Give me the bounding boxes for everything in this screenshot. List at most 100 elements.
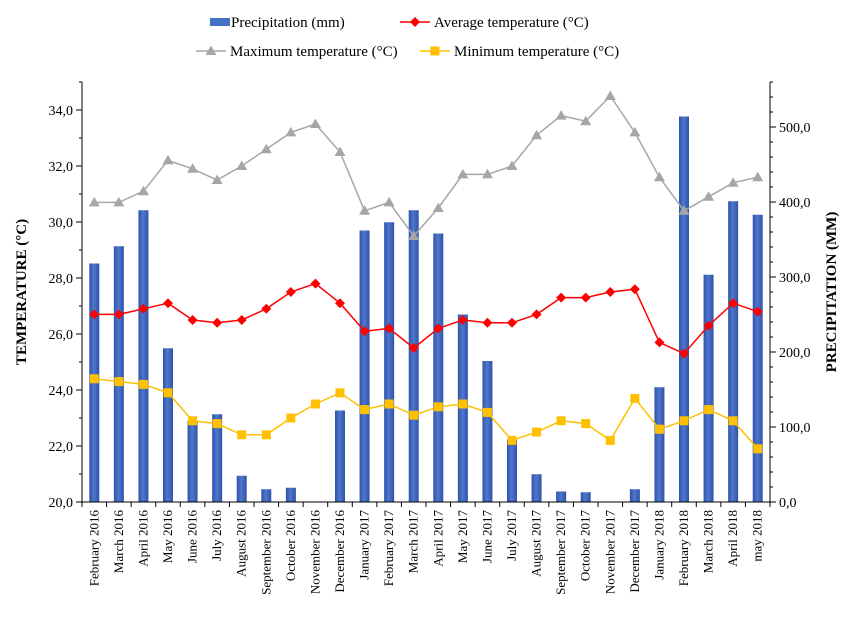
square-point — [237, 430, 247, 440]
x-tick-label: February 2016 — [86, 510, 101, 587]
triangle-point — [383, 196, 395, 207]
square-point — [728, 416, 738, 426]
legend-item: Average temperature (°C) — [400, 15, 589, 31]
y-left-tick-label: 22,0 — [49, 440, 74, 455]
triangle-point — [260, 143, 272, 154]
triangle-point — [408, 230, 420, 240]
square-point — [532, 427, 542, 437]
triangle-point — [187, 163, 199, 173]
precipitation-bar — [654, 387, 665, 502]
legend-item: Precipitation (mm) — [210, 15, 345, 31]
legend-swatch-marker — [205, 45, 217, 55]
y-axis-right-title: PRECIPITATION (MM) — [824, 212, 840, 373]
triangle-point — [555, 110, 567, 120]
precipitation-bar — [138, 210, 149, 502]
x-tick-label: September 2017 — [553, 510, 568, 595]
square-point — [753, 444, 763, 454]
triangle-point — [727, 177, 739, 187]
diamond-point — [113, 309, 124, 320]
precipitation-bar — [236, 475, 247, 502]
diamond-point — [163, 298, 173, 309]
square-point — [605, 435, 615, 445]
triangle-point — [211, 174, 223, 184]
diamond-point — [457, 315, 468, 325]
square-series — [89, 374, 763, 454]
precipitation-bar — [482, 361, 493, 502]
legend-item: Maximum temperature (°C) — [196, 44, 398, 60]
diamond-point — [679, 348, 689, 359]
triangle-point — [678, 205, 690, 215]
triangle-point — [506, 160, 518, 170]
square-point — [384, 399, 394, 409]
x-tick-label: May 2016 — [160, 510, 175, 564]
x-tick-label: April 2018 — [725, 510, 740, 567]
triangle-point — [88, 196, 100, 207]
diamond-point — [285, 287, 296, 297]
square-point — [409, 410, 419, 420]
x-tick-label: January 2018 — [651, 510, 666, 580]
y-left-tick-label: 28,0 — [49, 272, 74, 287]
diamond-point — [482, 317, 493, 328]
precipitation-bar — [703, 274, 714, 502]
x-tick-label: December 2017 — [627, 510, 642, 593]
x-tick-label: November 2016 — [307, 510, 322, 595]
precipitation-bar — [679, 116, 689, 502]
square-point — [286, 413, 296, 423]
diamond-point — [310, 278, 321, 289]
precipitation-bar — [113, 246, 124, 502]
y-left-tick-label: 30,0 — [49, 216, 74, 231]
diamond-point — [335, 298, 345, 309]
y-left-tick-label: 26,0 — [49, 328, 74, 343]
x-tick-label: April 2017 — [430, 510, 445, 567]
precipitation-bar — [433, 233, 444, 502]
square-point — [679, 416, 689, 426]
x-tick-label: November 2017 — [602, 510, 617, 595]
triangle-point — [629, 126, 641, 137]
triangle-point — [113, 196, 125, 207]
x-tick-label: June 2016 — [185, 510, 200, 564]
precipitation-bar — [556, 491, 567, 502]
temperature-lines — [88, 90, 764, 454]
x-tick-label: January 2017 — [357, 510, 372, 580]
square-point — [89, 374, 99, 384]
diamond-point — [728, 298, 739, 309]
diamond-point — [433, 323, 444, 334]
triangle-point — [432, 202, 444, 212]
x-tick-label: October 2016 — [283, 510, 298, 582]
precipitation-bar — [212, 414, 223, 502]
diamond-point — [629, 284, 640, 295]
triangle-point — [653, 171, 665, 182]
legend-swatch-bar — [210, 18, 230, 26]
x-tick-label: March 2017 — [406, 510, 421, 574]
triangle-point — [531, 129, 543, 140]
legend-label: Minimum temperature (°C) — [454, 44, 619, 60]
diamond-point — [605, 287, 616, 297]
legend-label: Precipitation (mm) — [231, 15, 345, 31]
precipitation-bar — [187, 421, 198, 502]
square-point — [138, 379, 148, 389]
precipitation-bar — [261, 489, 272, 502]
x-tick-label: June 2017 — [479, 510, 494, 564]
triangle-point — [457, 168, 469, 179]
precipitation-bar — [728, 201, 739, 502]
triangle-point — [334, 146, 346, 156]
diamond-point — [531, 309, 542, 320]
x-tick-label: February 2018 — [676, 510, 691, 586]
square-point — [212, 419, 222, 429]
square-point — [335, 388, 345, 398]
precipitation-bars — [89, 116, 763, 502]
square-series-line — [94, 378, 759, 450]
precipitation-bar — [384, 222, 395, 502]
x-tick-label: December 2016 — [332, 510, 347, 593]
x-tick-label: March 2016 — [111, 510, 126, 574]
y-right-tick-label: 100,0 — [779, 421, 811, 436]
precipitation-bar — [408, 210, 419, 502]
square-point — [163, 388, 173, 398]
precipitation-bar — [163, 348, 173, 502]
diamond-point — [752, 306, 763, 317]
diamond-series-line — [94, 282, 758, 355]
square-point — [188, 416, 198, 426]
legend: Precipitation (mm) Average temperature (°… — [196, 15, 619, 60]
precipitation-bar — [531, 474, 542, 502]
